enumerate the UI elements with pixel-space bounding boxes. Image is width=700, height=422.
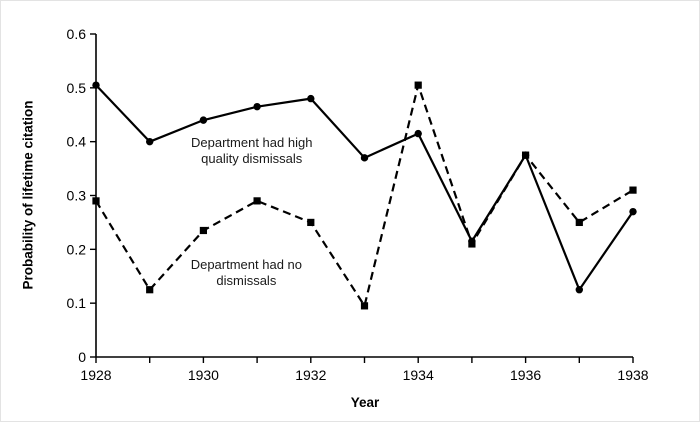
x-axis-title: Year [350,395,380,410]
svg-text:0.2: 0.2 [67,241,87,257]
svg-text:1934: 1934 [403,367,434,383]
svg-text:0.5: 0.5 [67,80,87,96]
annotation-line: dismissals [216,273,277,289]
svg-text:0.3: 0.3 [67,188,87,204]
svg-text:0.1: 0.1 [67,295,87,311]
svg-text:1930: 1930 [188,367,219,383]
annotation-line: quality dismissals [201,150,303,166]
annotation-high-quality-dismissals: Department had high quality dismissals [191,135,312,167]
annotation-line: Department had high [191,134,313,150]
svg-text:0.4: 0.4 [67,134,87,150]
svg-text:0: 0 [78,349,86,365]
svg-text:1936: 1936 [510,367,541,383]
annotation-no-dismissals: Department had no dismissals [191,257,302,289]
svg-text:1938: 1938 [617,367,648,383]
svg-text:1932: 1932 [295,367,326,383]
svg-text:1928: 1928 [80,367,111,383]
y-axis-title: Probability of lifetime citation [20,100,36,290]
annotation-line: Department had no [190,257,303,273]
svg-text:0.6: 0.6 [67,26,87,42]
